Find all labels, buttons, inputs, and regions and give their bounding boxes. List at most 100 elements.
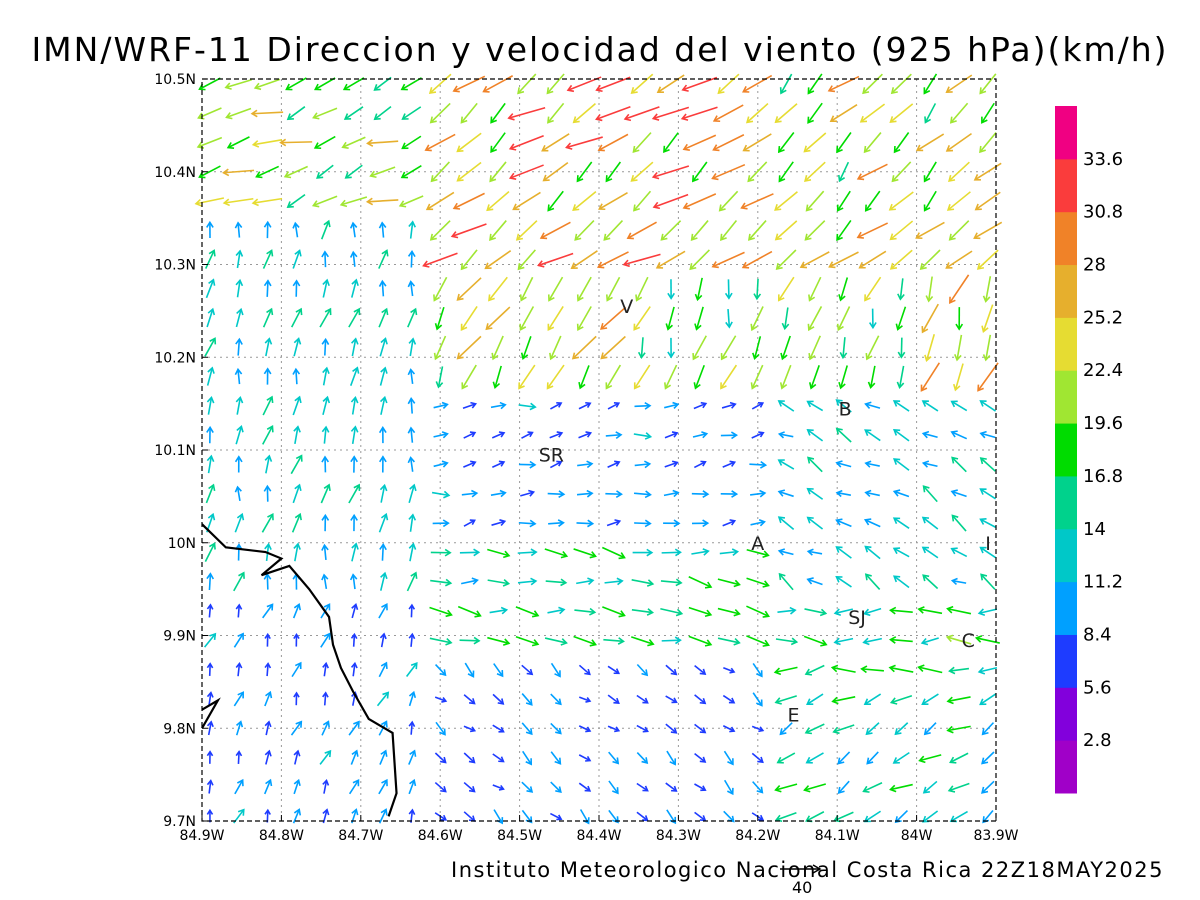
wind-vector <box>234 543 243 561</box>
wind-vector <box>292 279 301 297</box>
wind-vector <box>806 516 824 530</box>
wind-vector <box>521 431 534 439</box>
wind-vector <box>921 430 938 439</box>
wind-vector <box>945 250 973 269</box>
wind-vector <box>665 695 678 704</box>
wind-vector <box>836 132 852 154</box>
colorbar-label: 25.2 <box>1083 307 1123 328</box>
wind-vector <box>321 720 330 736</box>
wind-vector <box>292 249 302 269</box>
wind-vector <box>349 573 358 590</box>
wind-vector <box>889 220 914 241</box>
wind-vector <box>602 606 626 618</box>
wind-vector <box>948 666 970 675</box>
wind-vector <box>803 161 826 182</box>
wind-vector <box>350 396 359 415</box>
wind-vector <box>489 220 507 241</box>
wind-vector <box>235 249 244 269</box>
wind-vector <box>348 307 361 328</box>
wind-vector <box>863 132 882 154</box>
wind-vector <box>235 720 244 736</box>
wind-vector <box>949 752 969 764</box>
wind-vector <box>981 102 995 124</box>
wind-vector <box>663 519 681 528</box>
place-label: SJ <box>848 607 866 629</box>
wind-vector <box>623 106 660 122</box>
wind-vector <box>206 454 215 474</box>
wind-vector <box>751 725 765 733</box>
wind-vector <box>550 781 562 794</box>
wind-vector <box>492 753 505 763</box>
wind-vector <box>222 168 255 177</box>
wind-vector <box>807 456 823 473</box>
wind-vector <box>921 460 938 468</box>
wind-vector <box>263 220 272 239</box>
wind-vector <box>633 306 651 331</box>
wind-vector <box>717 607 741 617</box>
wind-vector <box>660 578 683 587</box>
wind-vector <box>349 366 360 386</box>
wind-vector <box>320 219 331 240</box>
wind-vector <box>322 366 330 386</box>
wind-vector <box>777 548 794 556</box>
wind-vector <box>206 662 214 676</box>
wind-vector <box>293 749 301 765</box>
wind-vector <box>463 519 476 527</box>
wind-vector <box>917 664 943 674</box>
wind-vector <box>547 102 565 124</box>
wind-vector <box>722 519 737 527</box>
wind-vector <box>892 489 910 498</box>
wind-vector <box>750 519 766 527</box>
wind-vector <box>576 306 592 332</box>
wind-vector <box>226 136 250 150</box>
wind-vector <box>490 132 506 154</box>
wind-vector <box>434 696 448 703</box>
wind-vector <box>689 249 710 271</box>
wind-vector <box>947 782 970 793</box>
wind-vector <box>977 666 998 675</box>
wind-vector <box>717 637 741 646</box>
wind-vector <box>378 221 387 238</box>
wind-vector <box>778 161 794 183</box>
x-tick-label: 84.7W <box>338 828 383 844</box>
wind-vector <box>312 107 338 120</box>
wind-vector <box>463 725 477 733</box>
wind-vector <box>547 276 564 302</box>
wind-vector <box>550 722 562 735</box>
wind-vector <box>350 278 359 298</box>
wind-vector <box>342 77 365 91</box>
wind-vector <box>428 73 452 95</box>
wind-vector <box>665 306 675 331</box>
wind-vector <box>452 75 486 93</box>
wind-vector <box>425 191 455 211</box>
wind-vector <box>806 487 824 500</box>
wind-vector <box>351 542 359 562</box>
wind-vector <box>864 401 881 409</box>
wind-vector <box>290 720 303 736</box>
colorbar-label: 8.4 <box>1083 624 1112 645</box>
wind-vector <box>522 750 533 766</box>
wind-vector <box>194 197 225 207</box>
wind-vector <box>206 396 215 415</box>
wind-vector <box>889 694 913 705</box>
wind-vector <box>892 400 910 412</box>
wind-vector <box>632 132 652 153</box>
wind-vector <box>781 307 790 331</box>
wind-vector <box>450 223 487 239</box>
wind-vector <box>435 721 446 736</box>
wind-vector <box>774 812 797 823</box>
wind-vector <box>517 73 537 95</box>
wind-vector <box>401 135 422 150</box>
wind-vector <box>979 400 997 412</box>
wind-vector <box>896 365 905 389</box>
colorbar-label: 2.8 <box>1083 730 1112 751</box>
wind-vector <box>777 516 795 530</box>
wind-vector <box>408 778 417 795</box>
wind-vector <box>550 751 562 765</box>
x-tick-label: 84.4W <box>576 828 621 844</box>
wind-vector <box>379 337 388 357</box>
wind-vector <box>262 424 274 445</box>
wind-vector <box>741 250 773 269</box>
wind-vector <box>694 306 704 331</box>
